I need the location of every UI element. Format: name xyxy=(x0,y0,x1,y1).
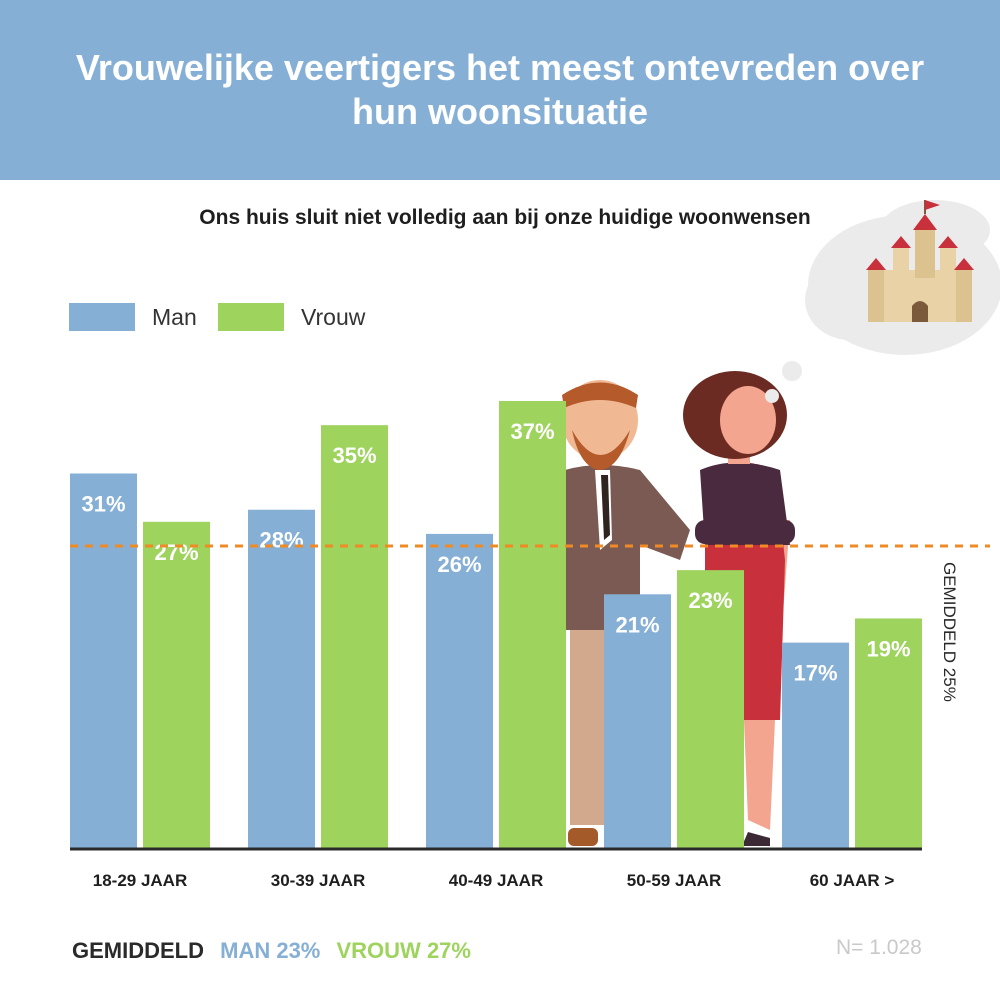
sample-size: N= 1.028 xyxy=(836,936,922,959)
woman-shoe xyxy=(742,832,770,846)
header-banner: Vrouwelijke veertigers het meest ontevre… xyxy=(0,0,1000,180)
castle-tower-mid-right xyxy=(940,246,956,280)
bar-man-2 xyxy=(426,533,493,848)
castle-roof-mid-right xyxy=(938,236,958,248)
value-label-man-3: 21% xyxy=(615,612,659,637)
man-leg-left xyxy=(570,625,600,825)
footer-average: GEMIDDELD MAN 23% VROUW 27% xyxy=(72,938,481,964)
footer-average-vrouw: VROUW 27% xyxy=(336,938,471,963)
chart-subtitle: Ons huis sluit niet volledig aan bij onz… xyxy=(199,206,811,229)
castle-tower-center xyxy=(915,228,935,278)
man-illustration xyxy=(562,380,690,846)
man-hair xyxy=(562,382,638,408)
castle-tower-right xyxy=(956,268,972,322)
castle-tower-left xyxy=(868,268,884,322)
value-label-vrouw-0: 27% xyxy=(154,540,198,565)
footer-average-label: GEMIDDELD xyxy=(72,938,204,963)
woman-crossed-arms xyxy=(695,520,795,544)
value-label-vrouw-4: 19% xyxy=(866,636,910,661)
bar-man-4 xyxy=(782,642,849,848)
value-label-man-0: 31% xyxy=(81,491,125,516)
legend-swatch-vrouw xyxy=(218,303,284,331)
category-label-4: 60 JAAR > xyxy=(810,871,895,890)
bar-vrouw-0 xyxy=(143,521,210,848)
value-label-man-2: 26% xyxy=(437,552,481,577)
legend-item-man: Man xyxy=(69,303,197,331)
bar-man-3 xyxy=(604,594,671,848)
castle-tower-mid-left xyxy=(893,246,909,280)
category-label-1: 30-39 JAAR xyxy=(271,871,366,890)
value-label-man-4: 17% xyxy=(793,661,837,686)
bar-vrouw-3 xyxy=(677,570,744,848)
bar-vrouw-4 xyxy=(855,618,922,848)
category-label-0: 18-29 JAAR xyxy=(93,871,188,890)
thought-dot-small xyxy=(765,389,779,403)
bar-man-1 xyxy=(248,509,315,848)
value-label-man-1: 28% xyxy=(259,528,303,553)
legend-label-man: Man xyxy=(152,303,197,330)
category-label-2: 40-49 JAAR xyxy=(449,871,544,890)
castle-icon xyxy=(866,200,974,322)
castle-flag xyxy=(925,200,940,210)
castle-roof-mid-left xyxy=(891,236,911,248)
thought-dot-medium xyxy=(782,361,802,381)
castle-roof-right xyxy=(954,258,974,270)
bar-vrouw-2 xyxy=(499,401,566,848)
man-beard xyxy=(572,430,630,470)
category-label-3: 50-59 JAAR xyxy=(627,871,722,890)
legend-swatch-man xyxy=(69,303,135,331)
page-title: Vrouwelijke veertigers het meest ontevre… xyxy=(75,47,925,132)
value-label-vrouw-2: 37% xyxy=(510,419,554,444)
bar-vrouw-1 xyxy=(321,425,388,848)
castle-roof-left xyxy=(866,258,886,270)
legend-label-vrouw: Vrouw xyxy=(301,303,366,330)
value-label-vrouw-1: 35% xyxy=(332,443,376,468)
value-label-vrouw-3: 23% xyxy=(688,588,732,613)
man-leg-right xyxy=(600,625,605,825)
footer-average-man: MAN 23% xyxy=(220,938,321,963)
man-shoe xyxy=(568,828,598,846)
man-jacket xyxy=(565,465,690,630)
average-line-label: GEMIDDELD 25% xyxy=(940,562,959,702)
bar-man-0 xyxy=(70,473,137,848)
woman-face xyxy=(720,386,776,454)
castle-thought-bubble-icon xyxy=(765,200,1000,403)
castle-gate xyxy=(912,301,928,322)
castle-roof-center xyxy=(913,214,937,230)
people-illustration xyxy=(562,371,795,846)
legend-item-vrouw: Vrouw xyxy=(218,303,365,331)
man-tie xyxy=(601,475,610,540)
